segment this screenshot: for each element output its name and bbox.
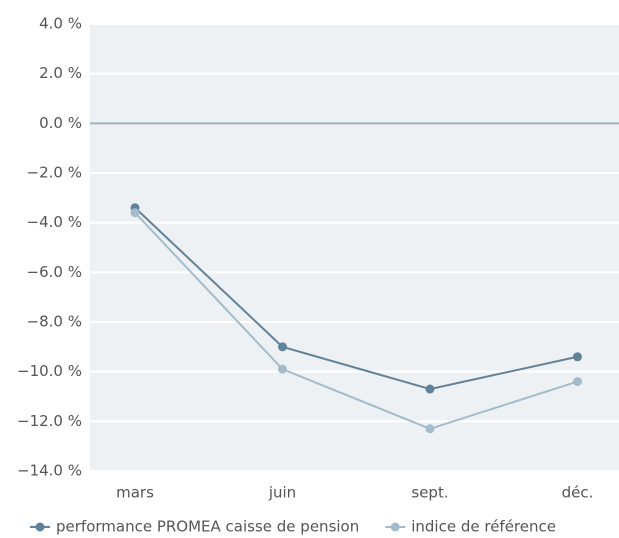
y-tick-label: −8.0 % — [27, 313, 82, 331]
plot-area — [90, 24, 619, 471]
series-line — [134, 207, 578, 391]
x-tick-label: juin — [268, 484, 296, 502]
x-tick-label: mars — [116, 484, 154, 502]
x-tick-label: sept. — [411, 484, 448, 502]
y-tick-label: −4.0 % — [27, 213, 82, 231]
legend-marker — [390, 522, 400, 532]
y-tick-label: −10.0 % — [17, 362, 82, 380]
legend-label: performance PROMEA caisse de pension — [56, 518, 359, 536]
y-tick-label: 4.0 % — [39, 15, 82, 33]
y-tick-label: −2.0 % — [27, 164, 82, 182]
y-tick-label: −6.0 % — [27, 263, 82, 281]
data-point — [573, 377, 582, 387]
legend-marker — [35, 522, 45, 532]
series-line — [134, 212, 578, 430]
y-tick-label: 0.0 % — [39, 114, 82, 132]
data-point — [278, 342, 287, 352]
legend-label: indice de référence — [411, 518, 556, 536]
x-tick-label: déc. — [562, 484, 594, 502]
y-tick-label: 2.0 % — [39, 64, 82, 82]
data-point — [573, 352, 582, 362]
data-point — [130, 208, 140, 218]
y-tick-label: −12.0 % — [17, 412, 82, 430]
data-point — [278, 364, 287, 374]
data-point — [425, 424, 435, 434]
y-tick-label: −14.0 % — [17, 462, 82, 480]
data-point — [425, 384, 435, 394]
